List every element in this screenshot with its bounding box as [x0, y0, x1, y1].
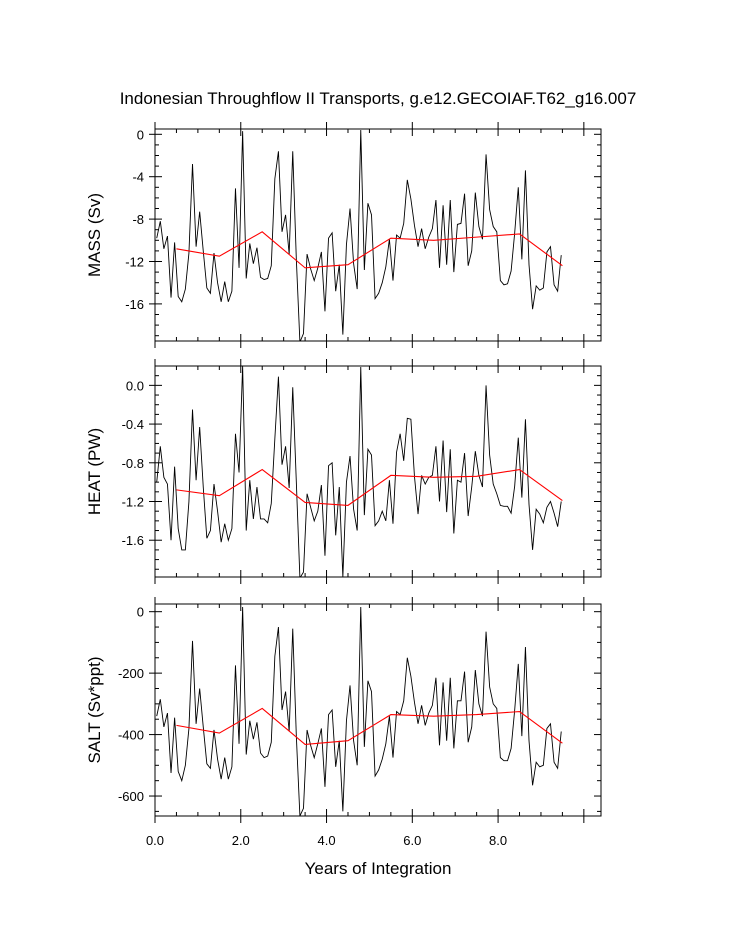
annual-mean-line	[176, 231, 563, 269]
y-tick-label: -200	[118, 666, 144, 681]
x-tick-label: 0.0	[146, 833, 164, 848]
y-tick-label: -1.2	[122, 495, 144, 510]
y-axis-label: MASS (Sv)	[85, 193, 104, 277]
panel-2: 0.0 -0.4 -0.8 -1.2 -1.6 HEAT (PW)	[85, 359, 602, 584]
y-tick-label: -0.4	[122, 417, 144, 432]
chart-panels: 0 -4 -8 -12 -16 MASS (Sv) 0.0 -0.4 -0.8 -1.2 -1.6 H…	[85, 122, 602, 848]
monthly-series-line	[156, 607, 562, 816]
panel-frame	[154, 365, 602, 578]
y-tick-label: -1.6	[122, 533, 144, 548]
y-tick-label: -12	[125, 255, 144, 270]
panel-1: 0 -4 -8 -12 -16 MASS (Sv)	[85, 122, 602, 348]
y-tick-label: -600	[118, 789, 144, 804]
x-tick-label: 6.0	[403, 833, 421, 848]
panel-frame	[154, 603, 602, 817]
monthly-series-line	[156, 366, 562, 577]
monthly-series-line	[156, 130, 562, 341]
annual-mean-line	[176, 707, 563, 745]
x-tick-label: 2.0	[232, 833, 250, 848]
y-tick-label: -16	[125, 297, 144, 312]
panel-3: 0 -200 -400 -600 SALT (Sv*ppt)	[85, 597, 602, 823]
y-axis-label: HEAT (PW)	[85, 428, 104, 515]
x-axis-label: Years of Integration	[305, 859, 452, 878]
y-tick-label: 0	[137, 127, 144, 142]
y-axis-label: SALT (Sv*ppt)	[85, 656, 104, 763]
chart-title: Indonesian Throughflow II Transports, g.…	[120, 89, 637, 108]
x-tick-label: 4.0	[317, 833, 335, 848]
x-tick-label: 8.0	[489, 833, 507, 848]
y-tick-label: -0.8	[122, 456, 144, 471]
y-tick-label: -400	[118, 728, 144, 743]
panel-frame	[154, 128, 602, 342]
y-tick-label: -8	[132, 212, 144, 227]
y-tick-label: 0	[137, 605, 144, 620]
y-tick-label: -4	[132, 170, 144, 185]
y-tick-label: 0.0	[126, 378, 144, 393]
annual-mean-line	[176, 468, 563, 506]
